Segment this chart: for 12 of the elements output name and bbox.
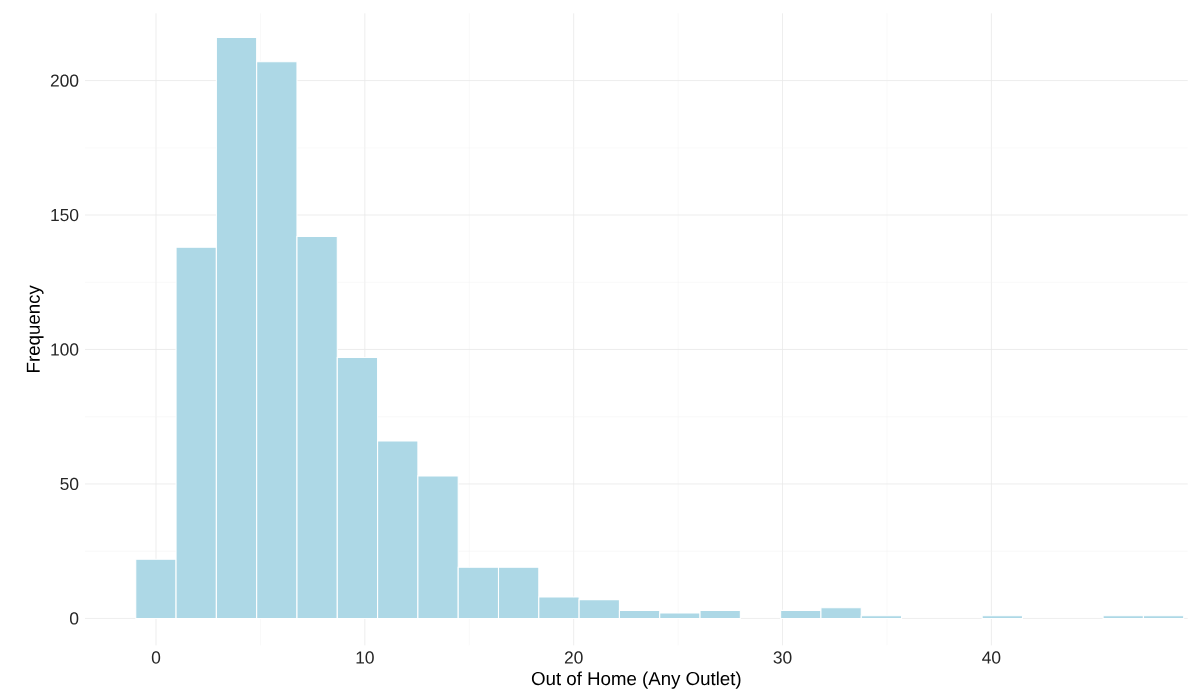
x-axis-title: Out of Home (Any Outlet) [531, 671, 741, 690]
x-tick-label: 0 [151, 651, 161, 664]
y-tick-label: 50 [60, 477, 79, 491]
y-tick-label: 200 [50, 74, 79, 87]
y-tick-label: 0 [69, 612, 79, 625]
x-tick-label: 30 [773, 651, 792, 664]
x-tick-label: 10 [356, 651, 374, 664]
y-tick-label: 150 [51, 209, 79, 222]
y-axis-title: Frequency [26, 285, 44, 373]
y-tick-label: 100 [51, 343, 79, 356]
x-tick-label: 20 [564, 651, 583, 664]
x-tick-label: 40 [982, 651, 1001, 664]
